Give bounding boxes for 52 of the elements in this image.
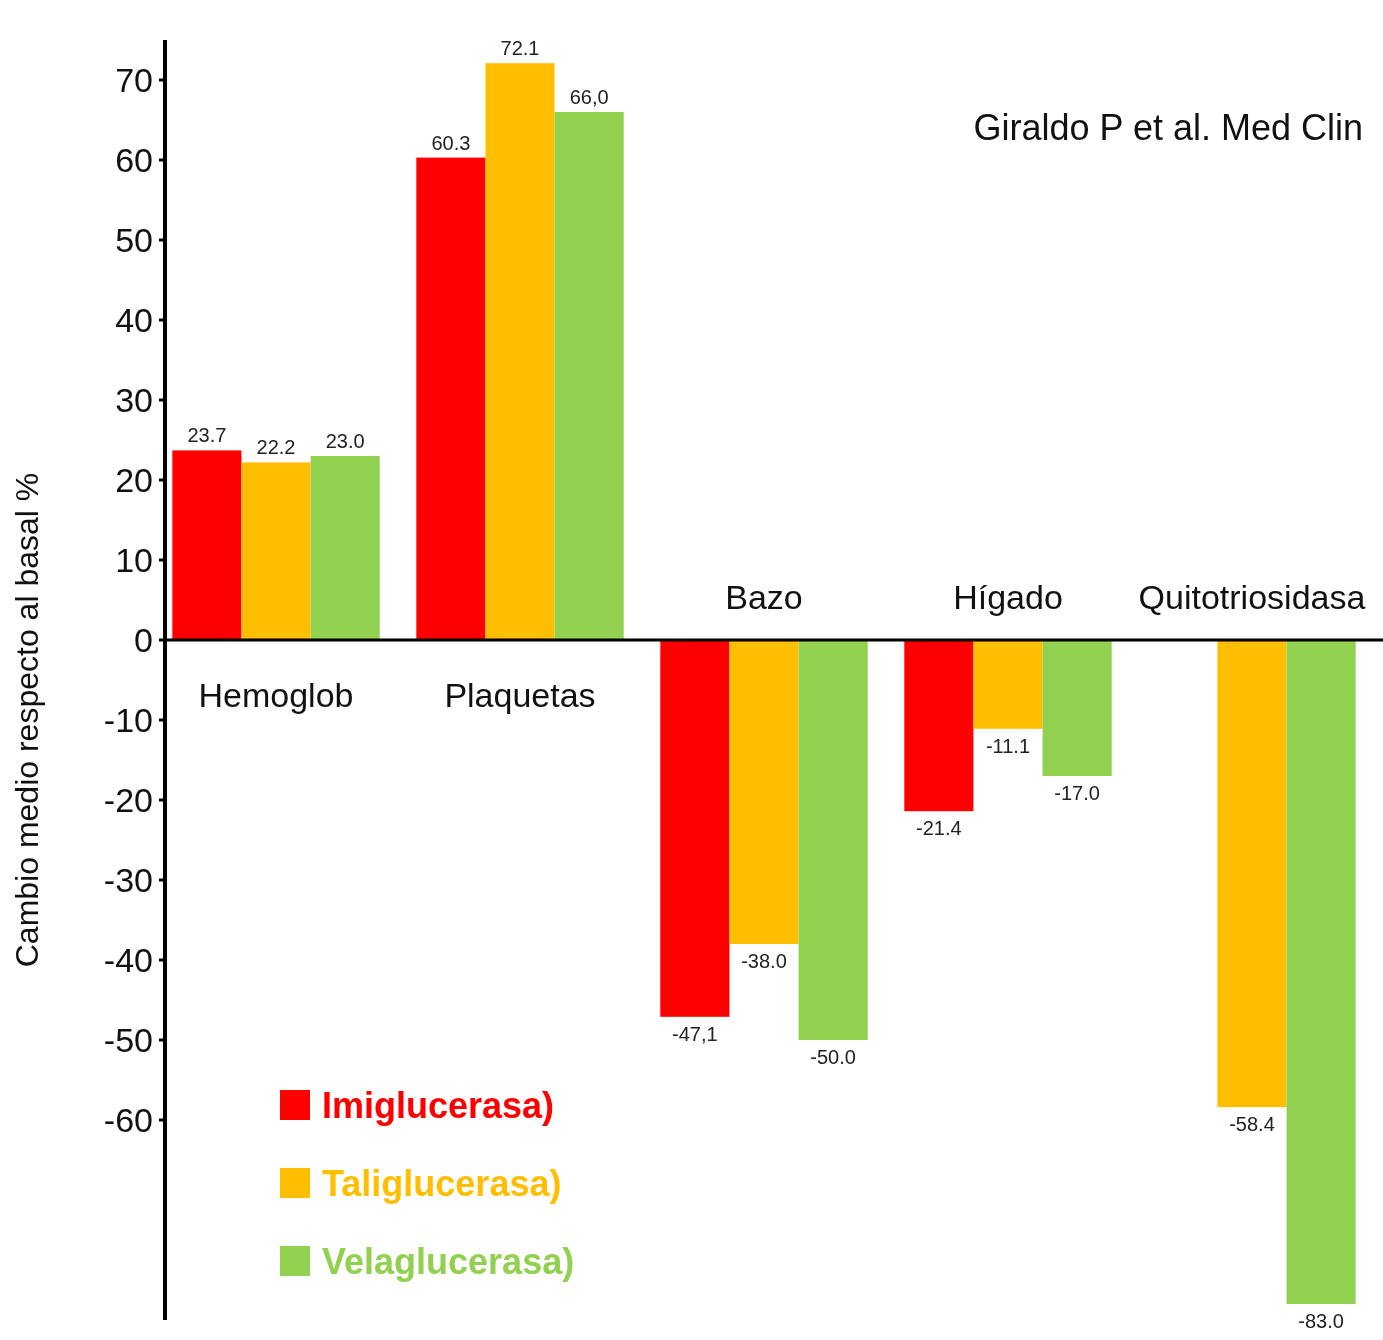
y-axis-title: Cambio medio respecto al basal % — [9, 472, 45, 968]
y-tick-label: 30 — [115, 380, 153, 419]
data-label: 72.1 — [500, 37, 540, 60]
legend-label: Velaglucerasa) — [322, 1240, 575, 1282]
y-tick-label: 20 — [115, 460, 153, 499]
data-label: -17.0 — [1054, 782, 1100, 804]
data-label: -11.1 — [985, 734, 1031, 757]
data-label: 23.7 — [187, 424, 227, 447]
y-tick-label: -20 — [103, 780, 153, 819]
y-tick-label: 70 — [115, 60, 153, 99]
y-tick-label: -50 — [103, 1020, 153, 1059]
data-label: -38.0 — [741, 950, 787, 972]
bar — [172, 450, 242, 640]
x-tick-label: Hemoglob — [198, 675, 354, 714]
x-tick-label: Quitotriosidasa — [1138, 577, 1366, 616]
data-label: 66,0 — [569, 86, 609, 108]
y-tick-label: 10 — [115, 540, 153, 579]
legend-label: Taliglucerasa) — [322, 1162, 562, 1204]
y-tick-label: -60 — [103, 1100, 153, 1139]
y-tick-label: -10 — [103, 700, 153, 739]
bar — [1042, 640, 1112, 776]
legend-label: Imiglucerasa) — [322, 1084, 555, 1126]
bar — [973, 640, 1043, 729]
y-tick-label: 60 — [115, 140, 153, 179]
y-tick-label: 40 — [115, 300, 153, 339]
bar — [660, 640, 730, 1017]
bar — [1286, 640, 1356, 1304]
data-label: -58.4 — [1229, 1113, 1275, 1136]
x-tick-label: Hígado — [953, 577, 1063, 616]
x-tick-label: Bazo — [725, 577, 803, 616]
bar — [1217, 640, 1287, 1108]
data-label: -83.0 — [1298, 1310, 1344, 1332]
y-tick-label: 50 — [115, 220, 153, 259]
data-label: -21.4 — [916, 817, 962, 840]
bar — [416, 157, 486, 640]
bar — [798, 640, 868, 1040]
bar — [904, 640, 974, 812]
y-tick-label: -30 — [103, 860, 153, 899]
data-label: 23.0 — [325, 430, 365, 452]
y-tick-label: 0 — [134, 620, 153, 659]
bar — [729, 640, 799, 944]
bar — [310, 456, 380, 640]
annotation: Giraldo P et al. Med Clin — [973, 107, 1363, 148]
data-label: 22.2 — [256, 436, 296, 459]
bar — [485, 63, 555, 640]
data-label: 60.3 — [431, 131, 471, 154]
y-tick-label: -40 — [103, 940, 153, 979]
data-label: -47,1 — [672, 1022, 718, 1045]
bar — [241, 462, 311, 640]
bar — [554, 112, 624, 640]
data-label: -50.0 — [810, 1046, 856, 1068]
x-tick-label: Plaquetas — [444, 675, 596, 714]
